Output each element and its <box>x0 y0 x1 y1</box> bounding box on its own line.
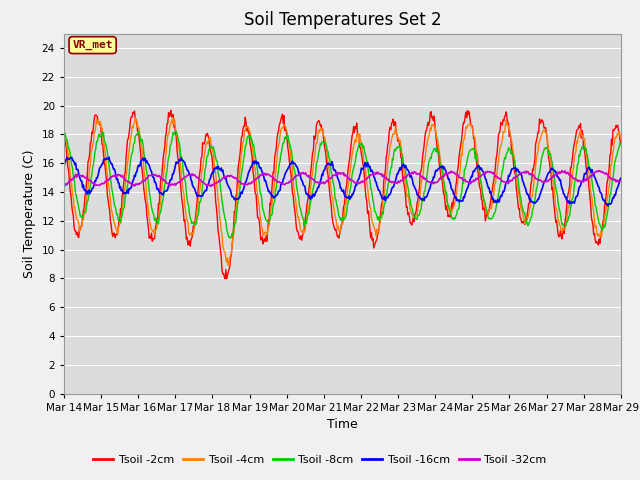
Tsoil -8cm <box>412 216 419 221</box>
Tsoil -8cm <box>227 236 234 241</box>
Tsoil -4cm <box>428 122 436 128</box>
Legend: Tsoil -2cm, Tsoil -4cm, Tsoil -8cm, Tsoil -16cm, Tsoil -32cm: Tsoil -2cm, Tsoil -4cm, Tsoil -8cm, Tsoi… <box>89 451 551 469</box>
Tsoil -2cm <box>617 142 625 147</box>
Tsoil -4cm <box>617 135 625 141</box>
Tsoil -8cm <box>428 151 436 156</box>
Tsoil -16cm <box>617 175 625 181</box>
Tsoil -4cm <box>225 263 233 268</box>
Tsoil -32cm <box>617 178 625 184</box>
Tsoil -32cm <box>214 179 222 185</box>
Tsoil -32cm <box>184 172 192 178</box>
X-axis label: Time: Time <box>327 418 358 431</box>
Tsoil -32cm <box>207 183 215 189</box>
Line: Tsoil -32cm: Tsoil -32cm <box>64 170 621 186</box>
Line: Tsoil -2cm: Tsoil -2cm <box>64 110 621 279</box>
Tsoil -2cm <box>70 224 78 230</box>
Tsoil -2cm <box>412 211 419 216</box>
Tsoil -8cm <box>70 174 78 180</box>
Tsoil -4cm <box>70 205 78 211</box>
Tsoil -16cm <box>128 181 136 187</box>
Tsoil -16cm <box>604 203 611 209</box>
Tsoil -16cm <box>70 159 78 165</box>
Tsoil -2cm <box>428 115 436 121</box>
Line: Tsoil -4cm: Tsoil -4cm <box>64 118 621 265</box>
Tsoil -4cm <box>185 229 193 235</box>
Line: Tsoil -16cm: Tsoil -16cm <box>64 157 621 206</box>
Tsoil -2cm <box>167 108 175 113</box>
Tsoil -32cm <box>127 181 135 187</box>
Text: VR_met: VR_met <box>72 40 113 50</box>
Tsoil -8cm <box>127 152 135 158</box>
Tsoil -32cm <box>60 183 68 189</box>
Tsoil -4cm <box>127 132 135 138</box>
Tsoil -16cm <box>185 169 193 175</box>
Tsoil -8cm <box>617 141 625 147</box>
Tsoil -4cm <box>131 115 139 120</box>
Tsoil -16cm <box>60 163 68 169</box>
Tsoil -2cm <box>60 130 68 135</box>
Line: Tsoil -8cm: Tsoil -8cm <box>64 132 621 239</box>
Title: Soil Temperatures Set 2: Soil Temperatures Set 2 <box>244 11 441 29</box>
Tsoil -8cm <box>60 131 68 136</box>
Tsoil -32cm <box>595 168 603 173</box>
Tsoil -2cm <box>214 228 222 234</box>
Tsoil -16cm <box>411 185 419 191</box>
Tsoil -8cm <box>214 170 222 176</box>
Tsoil -2cm <box>221 276 229 282</box>
Tsoil -32cm <box>411 169 419 175</box>
Tsoil -4cm <box>214 196 222 202</box>
Tsoil -16cm <box>214 164 222 169</box>
Tsoil -32cm <box>70 175 78 180</box>
Tsoil -8cm <box>185 203 193 209</box>
Tsoil -32cm <box>428 180 435 186</box>
Tsoil -2cm <box>185 239 193 244</box>
Tsoil -4cm <box>60 126 68 132</box>
Tsoil -2cm <box>127 114 135 120</box>
Tsoil -16cm <box>428 180 435 186</box>
Tsoil -16cm <box>105 154 113 160</box>
Y-axis label: Soil Temperature (C): Soil Temperature (C) <box>23 149 36 278</box>
Tsoil -8cm <box>134 129 142 134</box>
Tsoil -4cm <box>412 215 419 220</box>
